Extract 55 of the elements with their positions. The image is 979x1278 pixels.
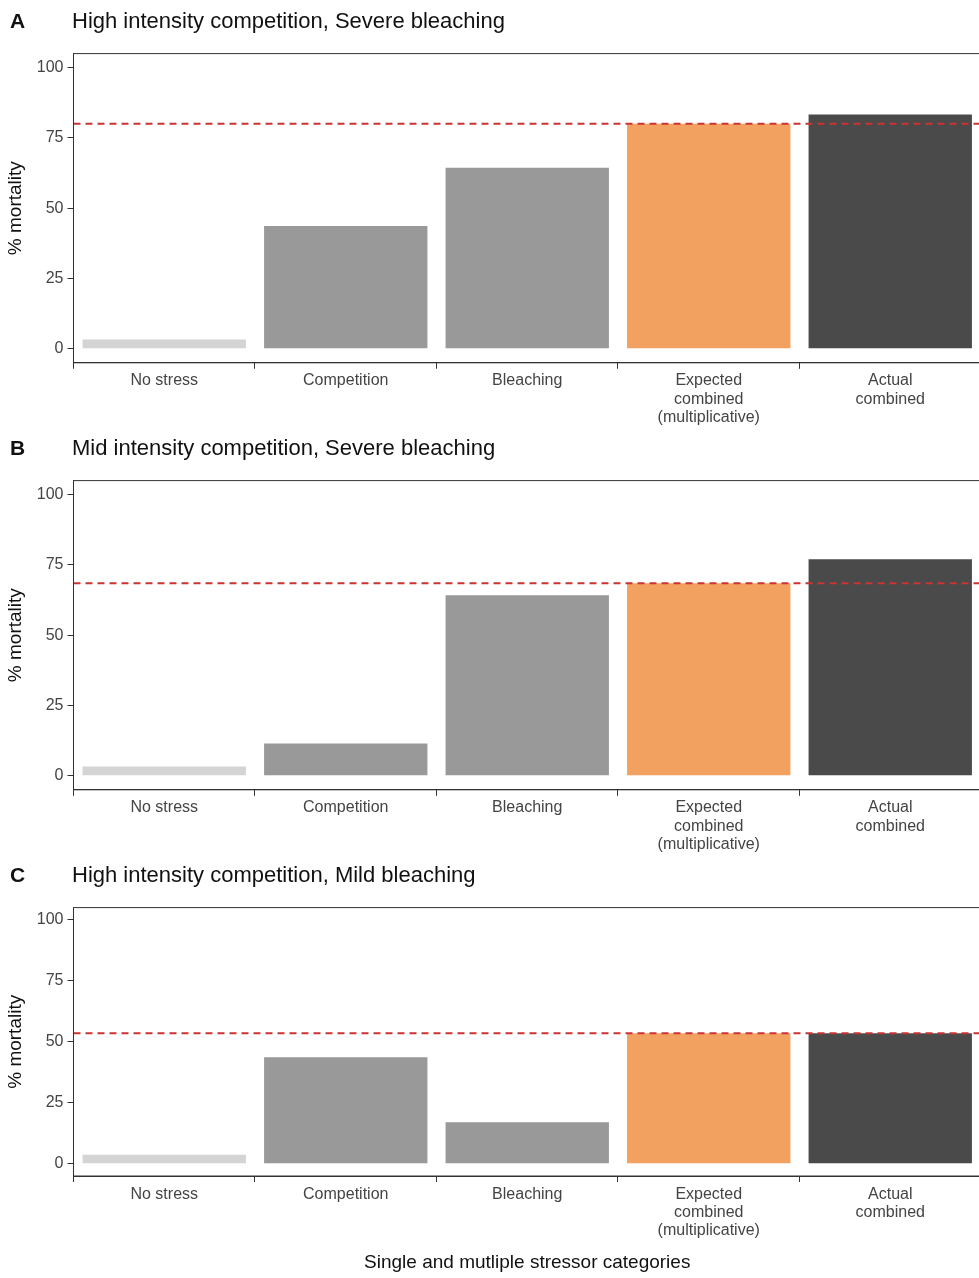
x-tick-label: Bleaching [492,1184,563,1202]
x-tick-label: Bleaching [492,371,563,389]
x-tick-label: No stress [130,1184,199,1202]
bar [808,559,972,776]
y-tick-label: 100 [36,58,64,76]
bar [627,123,791,349]
x-tick-label: Actual combined [855,371,925,407]
x-axis-title: Single and mutliple stressor categories [364,1250,691,1272]
x-tick-label: Expected combined (multiplicative) [657,798,760,853]
bar [264,1057,428,1164]
chart-title: High intensity competition, Mild bleaching [72,862,476,887]
x-tick-label: Bleaching [492,798,563,816]
y-tick-label: 25 [45,1093,64,1111]
x-tick-label: Competition [303,1184,389,1202]
x-tick-label: No stress [130,371,199,389]
y-tick-label: 75 [45,555,64,573]
y-tick-label: 100 [36,485,64,503]
text: C [10,863,27,887]
y-tick-label: 0 [54,1154,64,1172]
bar [627,1033,791,1164]
y-tick-label: 25 [45,695,64,713]
bar [808,114,972,349]
y-tick-label: 100 [36,910,64,928]
bar [264,743,428,776]
y-tick-label: 75 [45,971,64,989]
bar [627,583,791,776]
bar [808,1033,972,1164]
y-tick-label: 0 [54,339,64,357]
chart-title: Mid intensity competition, Severe bleaching [72,435,496,460]
y-tick-label: 50 [45,625,64,643]
y-tick-label: 25 [45,268,64,286]
bar [445,595,609,776]
y-axis-title: % mortality [3,994,25,1089]
x-tick-label: Actual combined [855,798,925,834]
x-tick-label: Competition [303,798,389,816]
x-tick-label: Competition [303,371,389,389]
bar [82,766,246,776]
bar [82,1154,246,1164]
y-tick-label: 50 [45,1032,64,1050]
y-axis-title: % mortality [3,160,25,256]
x-tick-label: Expected combined (multiplicative) [657,371,760,426]
chart-title: High intensity competition, Severe bleaching [72,8,505,33]
x-tick-label: Actual combined [855,1184,925,1221]
bar [264,225,428,349]
y-axis-title: % mortality [3,587,25,683]
bar [445,167,609,349]
text: A [10,9,27,33]
bar [445,1122,609,1164]
y-tick-label: 75 [45,128,64,146]
x-tick-label: No stress [130,798,199,816]
bar [82,339,246,349]
y-tick-label: 50 [45,198,64,216]
y-tick-label: 0 [54,766,64,784]
text: B [10,436,27,460]
x-tick-label: Expected combined (multiplicative) [657,1184,760,1239]
